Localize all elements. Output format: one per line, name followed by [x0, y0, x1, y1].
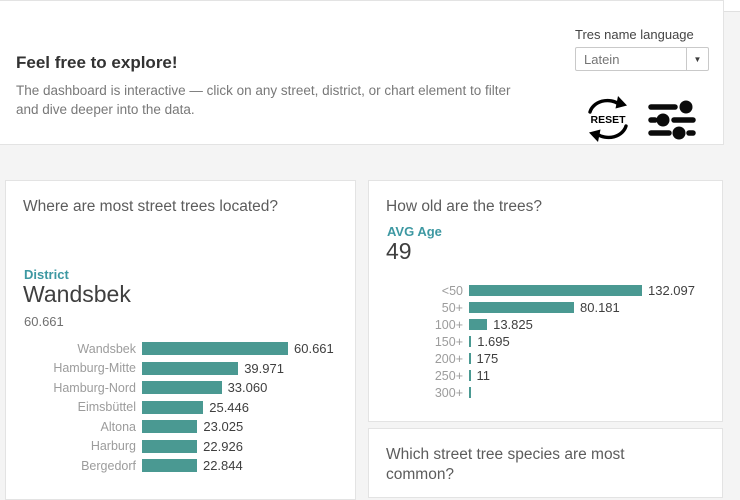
chart-row: Harburg 22.926: [23, 437, 334, 457]
category-label[interactable]: 50+: [441, 300, 463, 315]
chart-row: 100+ 13.825: [401, 316, 695, 333]
chart-row: 200+ 175: [401, 350, 695, 367]
header-panel: Feel free to explore! The dashboard is i…: [0, 0, 724, 145]
chart-row: 300+: [401, 384, 695, 401]
species-panel-title: Which street tree species are most commo…: [386, 446, 625, 483]
bar-mark[interactable]: [469, 302, 574, 313]
chart-row: Hamburg-Mitte 39.971: [23, 359, 334, 379]
bar-mark[interactable]: [142, 439, 198, 453]
bar-mark[interactable]: [142, 342, 288, 356]
header-subtitle-line1: The dashboard is interactive — click on …: [16, 83, 511, 98]
age-kpi-value[interactable]: 49: [386, 238, 412, 264]
value-label: 22.926: [203, 438, 243, 454]
category-label[interactable]: Hamburg-Nord: [53, 380, 136, 395]
bar-mark[interactable]: [142, 400, 204, 414]
value-label: 80.181: [580, 300, 620, 315]
bar-mark[interactable]: [142, 381, 222, 395]
district-kpi-label: District: [24, 267, 69, 282]
age-bar-chart: <50 132.097 50+ 80.181 100+ 13.825 150+ 1.695 20…: [401, 282, 695, 401]
chart-row: Altona 23.025: [23, 417, 334, 437]
age-panel: How old are the trees? AVG Age 49 <50 132…: [368, 180, 723, 422]
bar-mark[interactable]: [469, 370, 471, 381]
reset-icon: RESET: [588, 96, 628, 142]
category-label[interactable]: Altona: [100, 419, 136, 434]
chart-row: 250+ 11: [401, 367, 695, 384]
value-label: 11: [476, 368, 491, 383]
value-label: 132.097: [648, 283, 695, 298]
chart-row: 50+ 80.181: [401, 299, 695, 316]
category-label[interactable]: Wandsbek: [77, 341, 136, 356]
bar-mark[interactable]: [142, 420, 198, 434]
district-bar-chart: Wandsbek 60.661 Hamburg-Mitte 39.971 Hamburg…: [23, 339, 334, 476]
category-label[interactable]: <50: [441, 283, 463, 298]
bar-mark[interactable]: [142, 459, 197, 473]
category-label[interactable]: 250+: [434, 368, 463, 383]
value-label: 22.844: [202, 458, 243, 474]
category-label[interactable]: 150+: [434, 334, 463, 349]
value-label: 33.060: [227, 380, 268, 396]
chart-row: Eimsbüttel 25.446: [23, 398, 334, 418]
chart-row: <50 132.097: [401, 282, 695, 299]
header-subtitle-line2: and dive deeper into the data.: [16, 102, 195, 117]
category-label[interactable]: Harburg: [90, 439, 136, 454]
category-label[interactable]: Bergedorf: [81, 458, 136, 473]
age-panel-title: How old are the trees?: [386, 198, 542, 215]
chevron-down-icon: ▼: [693, 54, 702, 64]
category-label[interactable]: 300+: [434, 385, 463, 400]
bar-mark[interactable]: [469, 353, 471, 364]
value-label: 13.825: [493, 317, 533, 332]
district-panel-title: Where are most street trees located?: [23, 198, 279, 215]
category-label[interactable]: Hamburg-Mitte: [53, 361, 136, 376]
district-kpi-value[interactable]: Wandsbek: [23, 281, 131, 307]
category-label[interactable]: 200+: [434, 351, 463, 366]
header-subtitle: The dashboard is interactive — click on …: [16, 81, 510, 119]
bar-mark[interactable]: [142, 361, 239, 375]
sliders-icon: [648, 100, 696, 140]
bar-mark[interactable]: [469, 319, 488, 330]
svg-text:RESET: RESET: [590, 114, 626, 126]
value-label: 175: [476, 351, 499, 366]
category-label[interactable]: 100+: [434, 317, 463, 332]
bar-mark[interactable]: [469, 285, 642, 296]
value-label: 60.661: [294, 341, 334, 357]
chart-row: Wandsbek 60.661: [23, 339, 334, 359]
district-kpi-subvalue: 60.661: [24, 314, 64, 329]
bar-mark[interactable]: [469, 387, 471, 398]
reset-button[interactable]: RESET: [584, 95, 632, 143]
language-dropdown-value: Latein: [584, 52, 620, 67]
value-label: 39.971: [244, 360, 284, 376]
chart-row: 150+ 1.695: [401, 333, 695, 350]
language-dropdown[interactable]: Latein ▼: [575, 47, 709, 71]
category-label[interactable]: Eimsbüttel: [77, 400, 136, 415]
language-dropdown-label: Tres name language: [575, 27, 694, 42]
value-label: 23.025: [203, 419, 244, 435]
filters-button[interactable]: [648, 100, 696, 141]
district-panel: Where are most street trees located? Dis…: [5, 180, 356, 500]
dropdown-arrow-button[interactable]: ▼: [686, 48, 708, 70]
value-label: 1.695: [477, 334, 510, 349]
chart-row: Hamburg-Nord 33.060: [23, 378, 334, 398]
chart-row: Bergedorf 22.844: [23, 456, 334, 476]
value-label: 25.446: [209, 399, 249, 415]
species-panel: Which street tree species are most commo…: [368, 428, 723, 498]
age-kpi-label: AVG Age: [387, 224, 442, 239]
header-title: Feel free to explore!: [16, 53, 178, 72]
bar-mark[interactable]: [469, 336, 472, 347]
